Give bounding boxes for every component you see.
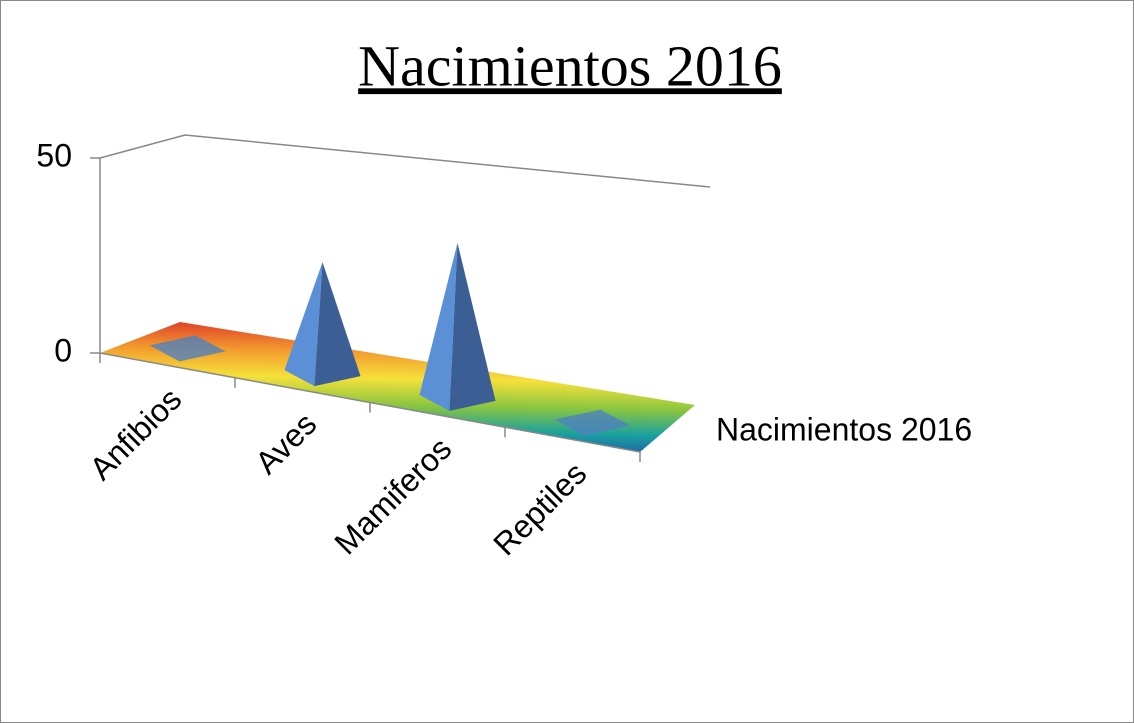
pyramid-base [554, 409, 631, 436]
chart-title: Nacimientos 2016 [358, 33, 782, 98]
y-tick-label: 50 [36, 137, 72, 173]
legend-label: Nacimientos 2016 [716, 411, 972, 447]
back-wall [99, 134, 711, 188]
pyramid [149, 335, 226, 362]
pyramid-face-left [419, 242, 458, 411]
y-tick-label: 0 [54, 332, 72, 368]
pyramid [554, 409, 631, 436]
floor [100, 322, 695, 452]
pyramid [284, 262, 361, 387]
pyramid [419, 242, 496, 411]
plot [149, 242, 631, 436]
pyramid-base [149, 335, 226, 362]
pyramid-face-right [314, 262, 361, 387]
pyramid-face-right [449, 242, 496, 411]
pyramid-face-left [284, 262, 323, 387]
